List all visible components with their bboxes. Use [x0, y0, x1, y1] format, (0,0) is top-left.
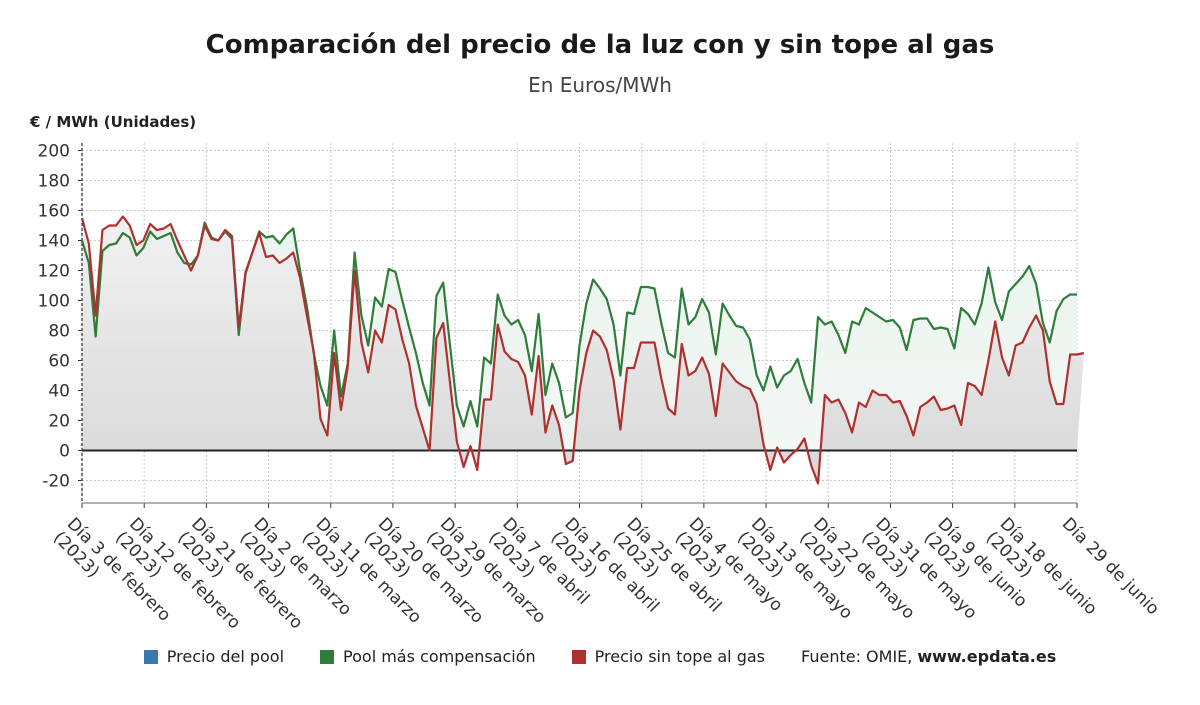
legend-label-pool-compensacion: Pool más compensación	[343, 647, 536, 666]
y-tick-label: 0	[59, 442, 70, 462]
legend: Precio del pool Pool más compensación Pr…	[0, 647, 1200, 666]
y-tick-label: 20	[48, 412, 70, 432]
y-tick-label: 160	[38, 202, 70, 222]
y-tick-label: -20	[42, 472, 70, 492]
source-note: Fuente: OMIE, www.epdata.es	[801, 647, 1056, 666]
source-prefix: Fuente: OMIE,	[801, 647, 913, 666]
series-line-sin-tope	[80, 215, 1085, 485]
y-tick-label: 140	[38, 232, 70, 252]
y-tick-label: 40	[48, 382, 70, 402]
y-tick-label: 100	[38, 292, 70, 312]
legend-item-precio-pool[interactable]: Precio del pool	[143, 647, 285, 666]
legend-item-sin-tope[interactable]: Precio sin tope al gas	[571, 647, 765, 666]
legend-item-pool-compensacion[interactable]: Pool más compensación	[320, 647, 536, 666]
y-axis-unit-label: € / MWh (Unidades)	[30, 113, 197, 131]
area-sin-tope	[82, 216, 1084, 484]
chart-title: Comparación del precio de la luz con y s…	[205, 30, 995, 60]
y-tick-label: 60	[48, 352, 70, 372]
legend-label-precio-pool: Precio del pool	[166, 647, 285, 666]
y-tick-label: 200	[38, 142, 70, 162]
legend-swatch-precio-pool	[143, 649, 158, 664]
legend-swatch-pool-compensacion	[320, 649, 335, 664]
y-tick-label: 80	[48, 322, 70, 342]
chart-subtitle: En Euros/MWh	[528, 73, 672, 97]
y-tick-label: 180	[38, 172, 70, 192]
y-tick-label: 120	[38, 262, 70, 282]
legend-swatch-sin-tope	[571, 649, 586, 664]
source-link[interactable]: www.epdata.es	[917, 647, 1057, 666]
legend-label-sin-tope: Precio sin tope al gas	[594, 647, 765, 666]
